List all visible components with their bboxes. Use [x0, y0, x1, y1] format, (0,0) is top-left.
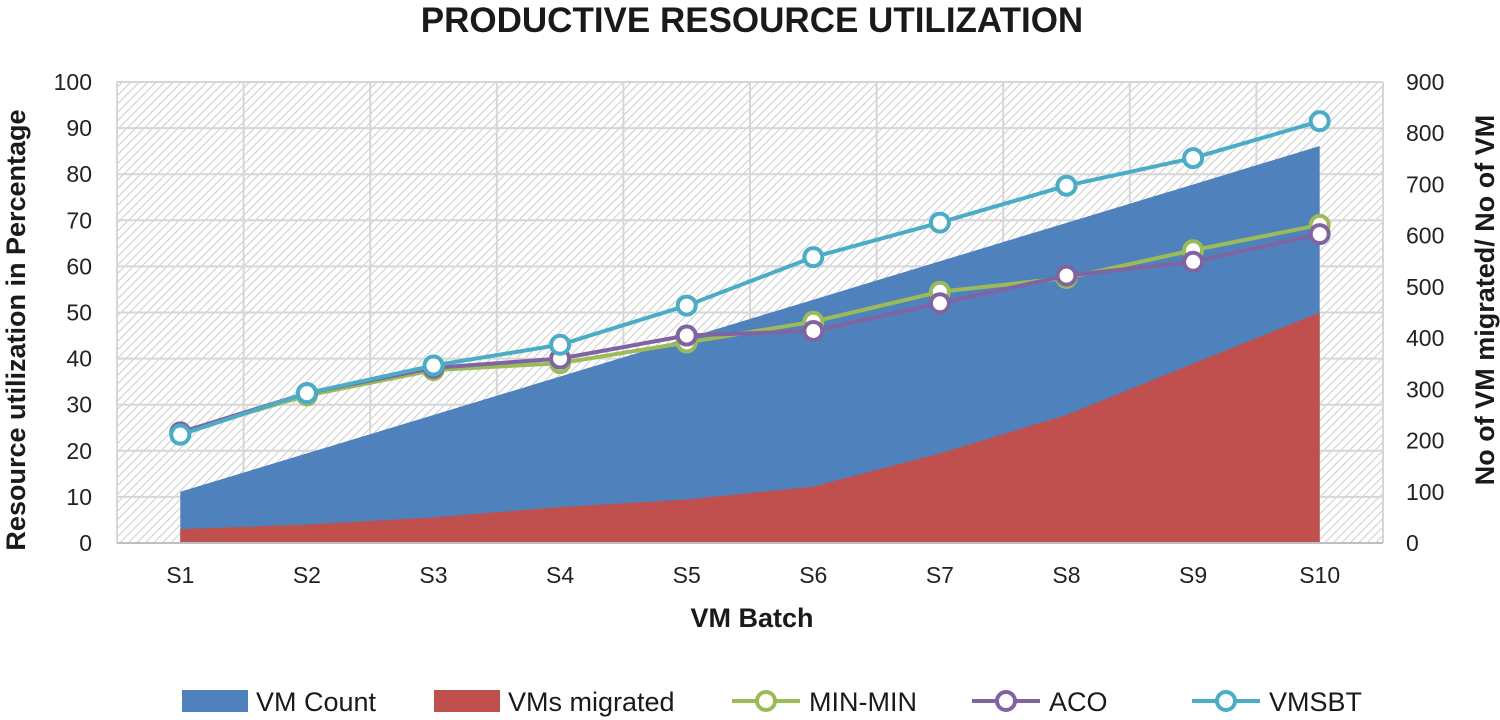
legend-marker — [755, 690, 777, 712]
y-left-tick-label: 10 — [66, 484, 92, 510]
y-left-tick-label: 70 — [66, 207, 92, 233]
legend-marker — [995, 690, 1017, 712]
x-tick-label: S2 — [293, 562, 321, 588]
y-right-tick-label: 900 — [1406, 69, 1444, 95]
y-right-tick-label: 800 — [1406, 120, 1444, 146]
y-right-tick-label: 200 — [1406, 428, 1444, 454]
legend-marker — [1215, 690, 1237, 712]
y-left-tick-label: 80 — [66, 161, 92, 187]
x-tick-label: S4 — [546, 562, 574, 588]
point-vmsbt — [675, 294, 698, 317]
chart-title: PRODUCTIVE RESOURCE UTILIZATION — [421, 1, 1083, 40]
y-right-tick-label: 100 — [1406, 479, 1444, 505]
point-aco — [802, 319, 825, 342]
axis-ticks: 0 10 20 30 40 50 60 70 80 90 100 0 100 200 300 400 500 60… — [54, 69, 1445, 588]
y-axis-right-label: No of VM migrated/ No of VM — [1470, 115, 1500, 486]
point-vmsbt — [1308, 110, 1331, 133]
point-vmsbt — [169, 423, 192, 446]
y-left-tick-label: 0 — [79, 530, 92, 556]
x-tick-label: S3 — [419, 562, 447, 588]
y-right-tick-label: 0 — [1406, 530, 1419, 556]
point-aco — [928, 292, 951, 315]
legend-label: VM Count — [256, 687, 377, 717]
x-tick-label: S1 — [166, 562, 194, 588]
legend-label: VMs migrated — [508, 687, 675, 717]
point-vmsbt — [802, 246, 825, 269]
y-right-tick-label: 700 — [1406, 171, 1444, 197]
y-left-tick-label: 40 — [66, 346, 92, 372]
x-tick-label: S7 — [926, 562, 954, 588]
y-left-tick-label: 60 — [66, 253, 92, 279]
y-left-tick-label: 100 — [54, 69, 92, 95]
area-vms-migrated — [180, 312, 1320, 543]
legend-label: ACO — [1049, 687, 1108, 717]
x-tick-label: S10 — [1299, 562, 1340, 588]
point-vmsbt — [928, 211, 951, 234]
point-vmsbt — [295, 382, 318, 405]
x-axis-label: VM Batch — [690, 603, 813, 633]
y-left-tick-label: 30 — [66, 392, 92, 418]
line-vmsbt — [179, 119, 1321, 437]
x-tick-label: S6 — [799, 562, 827, 588]
line-series — [169, 110, 1331, 446]
y-right-tick-label: 500 — [1406, 274, 1444, 300]
y-left-tick-label: 20 — [66, 438, 92, 464]
y-right-tick-label: 600 — [1406, 223, 1444, 249]
x-tick-label: S8 — [1052, 562, 1080, 588]
y-left-tick-label: 90 — [66, 115, 92, 141]
x-tick-label: S9 — [1179, 562, 1207, 588]
y-right-tick-label: 300 — [1406, 376, 1444, 402]
y-right-tick-label: 400 — [1406, 325, 1444, 351]
legend: VM Count VMs migrated MIN-MIN ACO VMSBT — [182, 687, 1362, 717]
point-vmsbt — [1055, 174, 1078, 197]
area-series — [180, 146, 1320, 543]
point-aco — [1308, 223, 1331, 246]
y-left-tick-label: 50 — [66, 300, 92, 326]
y-axis-left-label: Resource utilization in Percentage — [1, 109, 31, 550]
point-vmsbt — [422, 354, 445, 377]
legend-label: MIN-MIN — [809, 687, 917, 717]
legend-swatch — [182, 690, 248, 712]
point-aco — [1182, 250, 1205, 273]
x-tick-label: S5 — [673, 562, 701, 588]
point-vmsbt — [1182, 147, 1205, 170]
legend-label: VMSBT — [1269, 687, 1362, 717]
legend-swatch — [434, 690, 500, 712]
point-aco — [1055, 264, 1078, 287]
point-aco — [675, 324, 698, 347]
point-vmsbt — [549, 333, 572, 356]
